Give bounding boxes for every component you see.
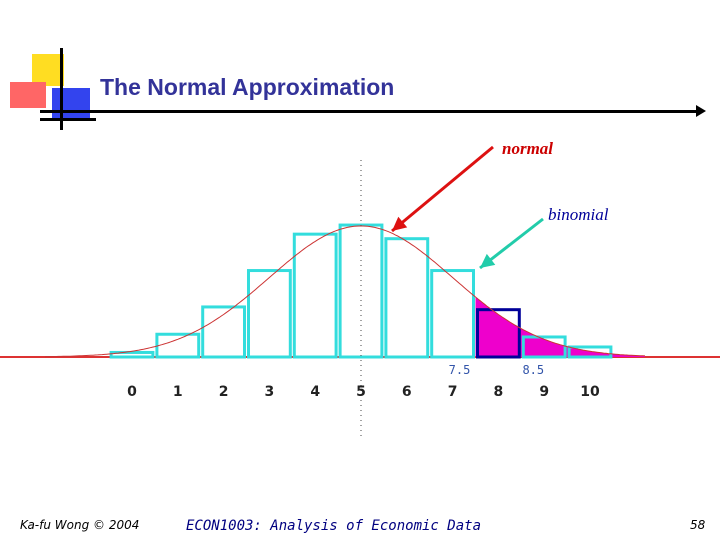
bound-label: 8.5: [522, 363, 544, 377]
normal-label: normal: [502, 139, 553, 158]
highlighted-bar: [476, 308, 521, 359]
binomial-bar: [155, 332, 201, 359]
x-tick-label: 8: [494, 384, 504, 400]
normal-arrow: [391, 145, 494, 233]
x-tick-label: 4: [310, 384, 320, 400]
binomial-bar: [384, 237, 430, 359]
x-tick-label: 9: [539, 384, 549, 400]
x-tick-label: 10: [580, 384, 600, 400]
x-tick-label: 6: [402, 384, 412, 400]
normal-arrow-head: [392, 216, 408, 231]
binomial-bar: [292, 232, 338, 359]
x-tick-label: 7: [448, 384, 458, 400]
x-tick-label: 2: [219, 384, 229, 400]
binomial-label: binomial: [548, 205, 609, 224]
bound-label: 7.5: [449, 363, 471, 377]
x-tick-label: 5: [356, 384, 366, 400]
x-tick-label: 3: [265, 384, 275, 400]
binomial-bar: [430, 269, 476, 359]
binomial-bar: [338, 223, 384, 359]
slide-title: The Normal Approximation: [100, 74, 395, 100]
title-arrowhead: [696, 105, 706, 117]
footer-author: Ka-fu Wong © 2004: [20, 518, 140, 532]
footer-course: ECON1003: Analysis of Economic Data: [186, 518, 482, 534]
binomial-bar: [109, 350, 155, 359]
binomial-bar: [247, 269, 292, 359]
binomial-arrow-head: [480, 253, 496, 268]
x-tick-label: 1: [173, 384, 183, 400]
shaded-tail-area: [475, 297, 645, 357]
binomial-bar: [201, 305, 246, 359]
normal-curve: [44, 225, 646, 358]
title-underline: [40, 110, 700, 113]
page-number: 58: [690, 518, 706, 532]
binomial-bar: [521, 335, 567, 359]
binomial-bar: [567, 345, 613, 359]
x-tick-label: 0: [127, 384, 137, 400]
